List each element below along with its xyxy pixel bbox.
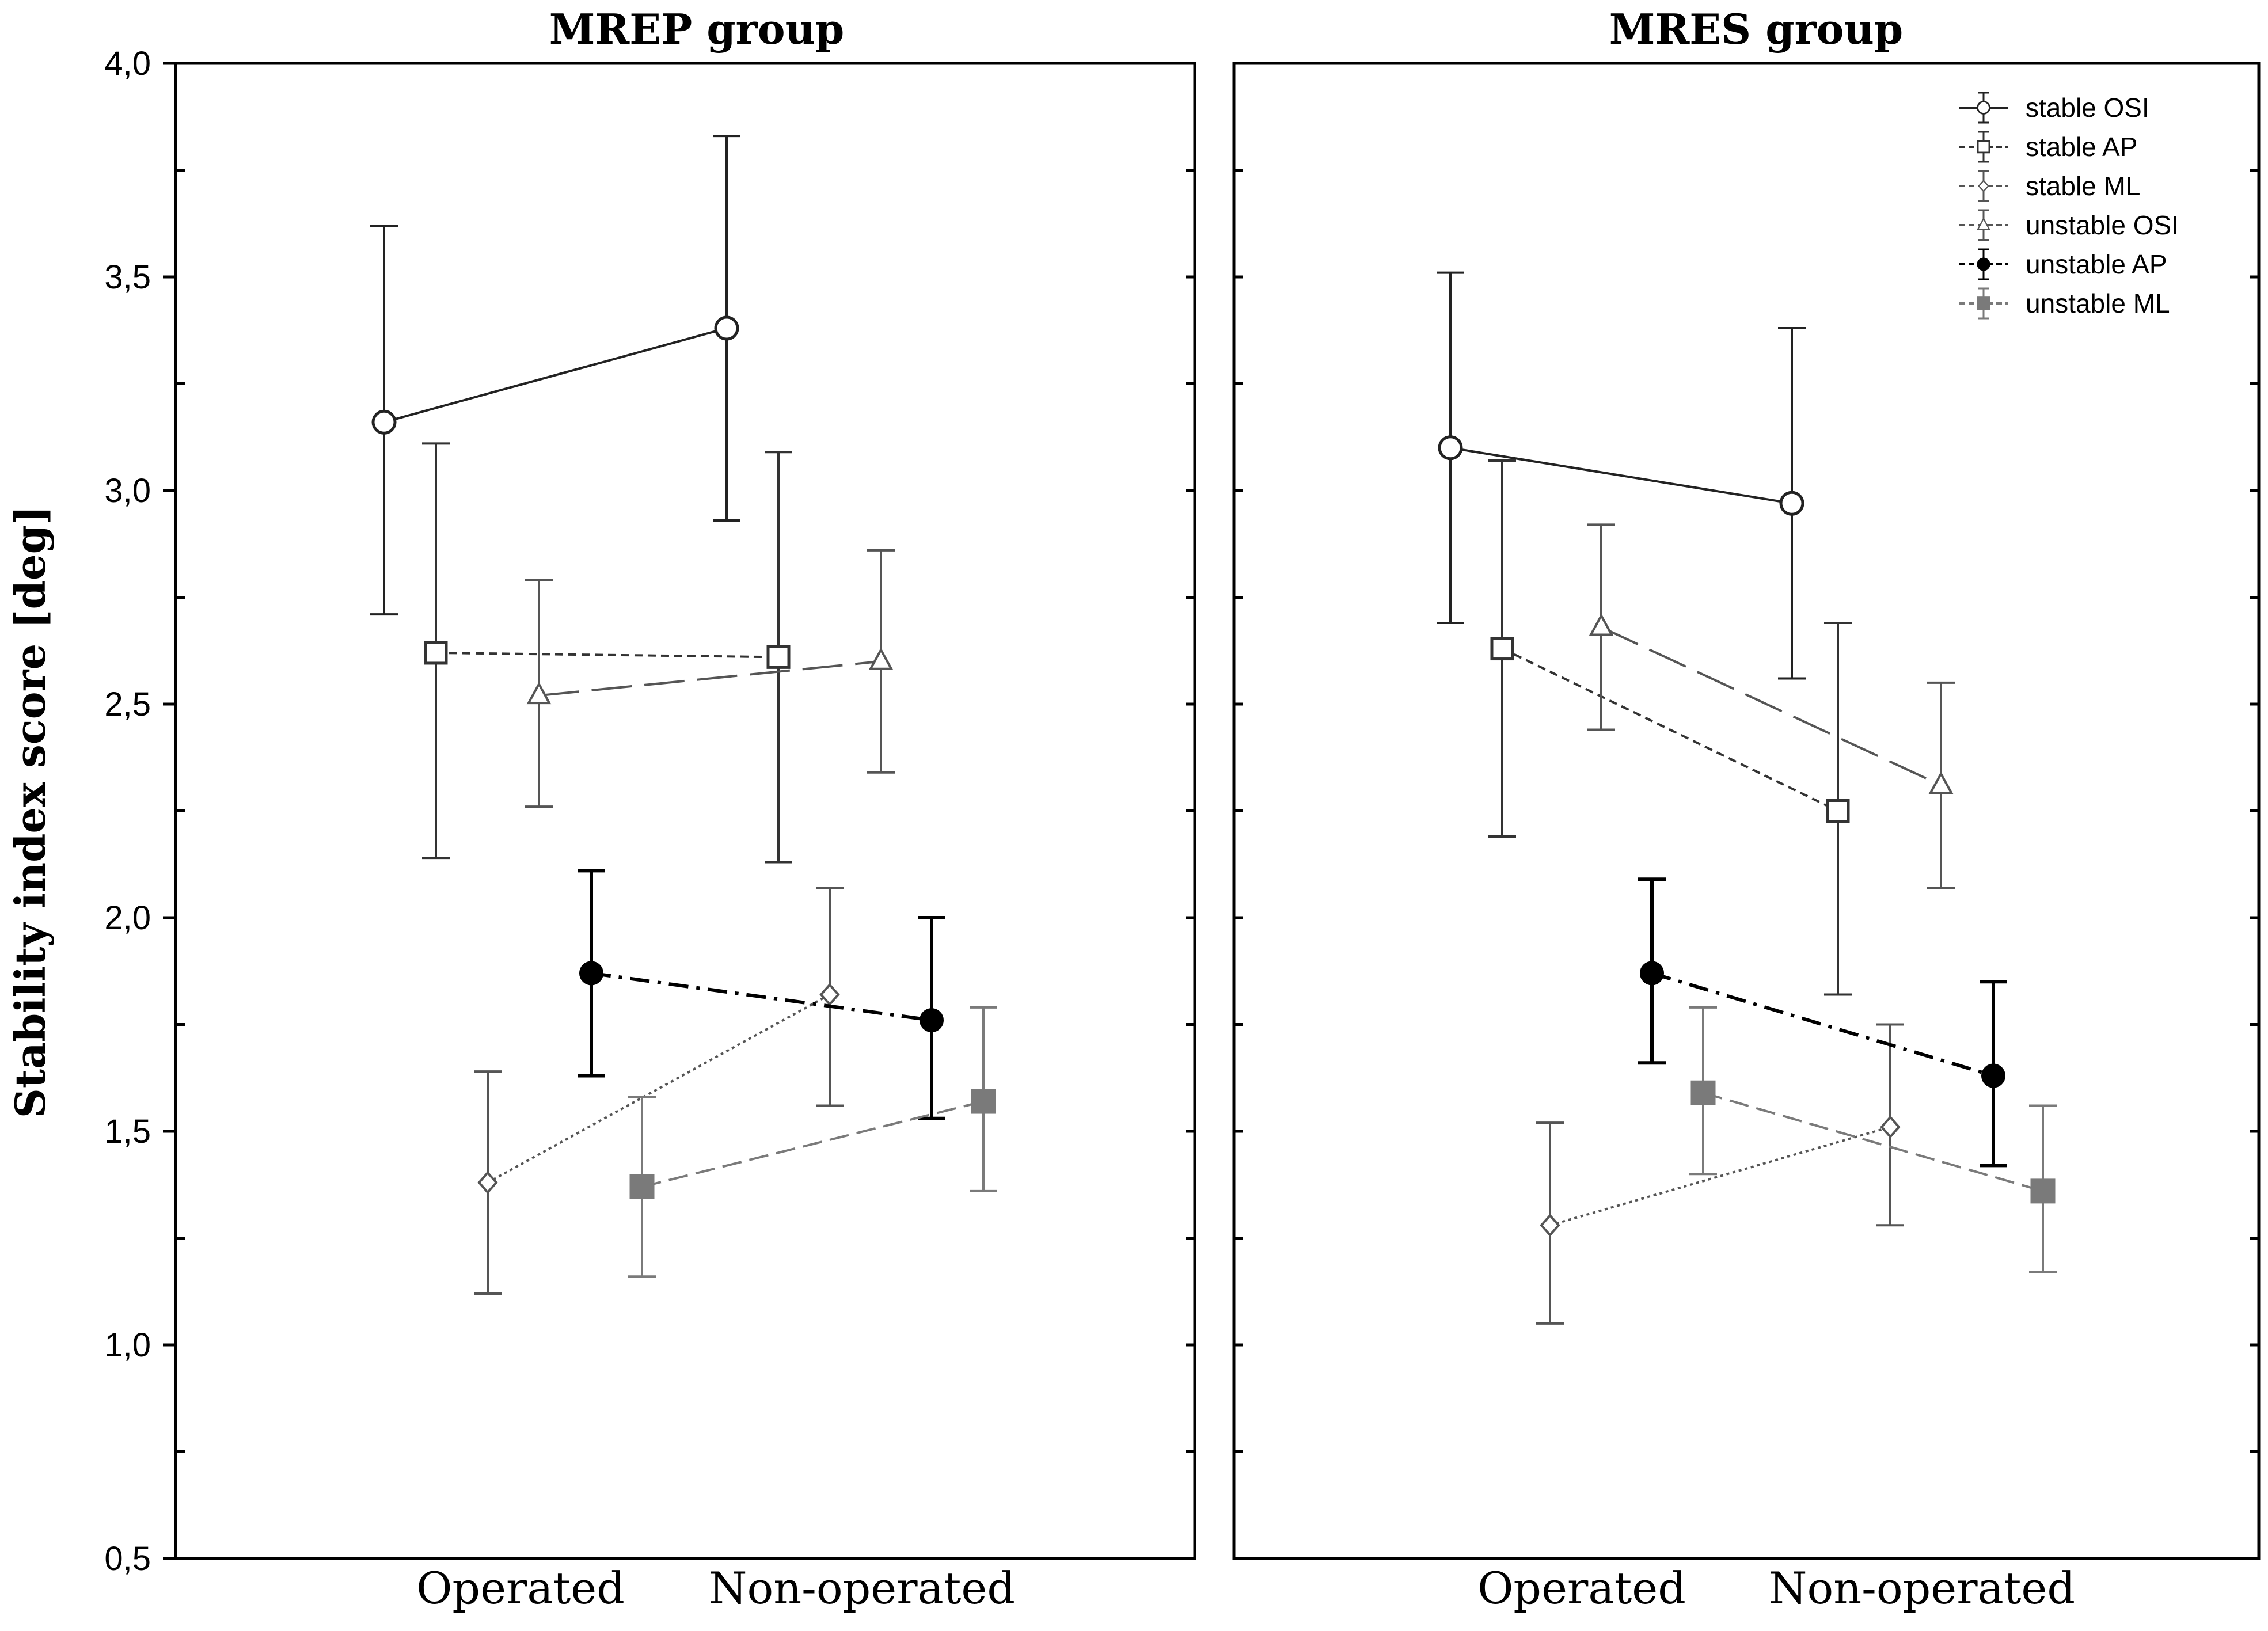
legend-unstable-osi: unstable OSI [1959,209,2179,241]
legend-stable-ml: stable ML [1959,170,2140,202]
left-stable-ap-point-operated [424,641,448,665]
legend-unstable-ml-marker-group [1977,296,1990,310]
right-unstable-ap-series [1638,877,2007,1168]
legend-stable-ap: stable AP [1959,131,2137,163]
right-stable-ml-line [1549,1126,1891,1227]
right-unstable-osi-point-operated [1589,613,1614,636]
left-stable-ml-line [487,993,830,1184]
right-unstable-osi-series [1587,523,1955,889]
legend-unstable-ap-label: unstable AP [2026,249,2167,279]
right-unstable-ap-point-operated [1640,961,1664,986]
y-tick-label: 0,5 [104,1540,151,1577]
y-tick-label: 3,5 [104,258,151,296]
legend-unstable-ml: unstable ML [1959,287,2170,320]
panel-title-left: MREP group [549,5,845,54]
right-stable-osi-line [1450,446,1792,505]
right-stable-osi-series [1437,271,1806,680]
panel-title-right: MRES group [1609,5,1903,54]
plot-frame-left [174,62,1196,1560]
left-stable-ap-series [422,442,792,864]
plot-frame-right [1232,62,2261,1560]
legend-stable-osi-marker-group [1977,101,1990,115]
legend-stable-ml-marker [1978,179,1989,193]
right-stable-ml-point-operated [1540,1214,1560,1237]
left-unstable-ap-point-non-operated [920,1008,944,1033]
right-stable-osi-point-non-operated [1779,491,1804,516]
legend-stable-osi: stable OSI [1959,92,2149,124]
x-tick-label-right-non-operated: Non-operated [1769,1562,2075,1614]
legend-unstable-osi-label: unstable OSI [2026,210,2179,240]
legend-stable-ml-marker-group [1978,179,1989,193]
left-unstable-ap-line [591,971,932,1022]
y-tick-label: 1,5 [104,1113,151,1150]
legend-stable-osi-marker [1977,101,1990,115]
right-stable-ml-point-non-operated [1880,1115,1901,1139]
legend-stable-ap-marker [1977,140,1990,154]
left-unstable-ml-point-non-operated [971,1089,996,1114]
right-unstable-ml-point-non-operated [2030,1178,2056,1204]
left-stable-osi-point-operated [371,409,397,435]
left-stable-osi-point-non-operated [714,315,739,341]
legend-unstable-ml-marker [1977,296,1990,310]
right-stable-ap-point-non-operated [1826,799,1850,823]
x-tick-label-right-operated: Operated [1477,1562,1686,1614]
left-stable-ml-point-non-operated [819,983,840,1006]
right-stable-osi-point-operated [1438,435,1463,461]
y-tick-label: 1,0 [104,1326,151,1364]
left-stable-ap-line [435,651,779,659]
x-tick-label-left-operated: Operated [416,1562,625,1614]
legend-stable-ap-marker-group [1977,140,1990,154]
left-unstable-ap-series [578,869,945,1120]
left-unstable-osi-line [538,660,882,697]
y-axis-label: Stability index score [deg] [6,505,55,1118]
left-stable-ap-point-non-operated [766,645,791,669]
legend: stable OSI stable AP stable ML unstable OSI… [1959,92,2179,320]
panel-right: MRES group Operated Non-operated [1232,5,2261,1614]
right-stable-ml-series [1536,1023,1904,1325]
left-stable-osi-line [383,327,727,424]
right-unstable-osi-point-non-operated [1928,771,1954,794]
y-ticks-right [1234,62,2259,1560]
left-unstable-ap-point-operated [579,961,603,986]
right-stable-ap-series [1488,459,1852,996]
x-tick-label-left-non-operated: Non-operated [709,1562,1015,1614]
left-stable-ml-point-operated [477,1171,498,1195]
right-stable-ap-line [1502,647,1838,812]
legend-unstable-osi-marker-group [1977,217,1990,230]
y-ticks-left: 0,5 1,0 1,5 2,0 2,5 3,0 3,5 4,0 [104,45,1195,1577]
y-tick-label: 2,5 [104,686,151,723]
legend-unstable-ap: unstable AP [1959,248,2167,280]
plot-area-left [370,135,997,1295]
left-unstable-ml-series [628,1006,997,1278]
plot-area-right [1437,271,2057,1325]
y-tick-label: 3,0 [104,472,151,510]
left-stable-osi-series [370,135,740,616]
legend-unstable-ml-label: unstable ML [2026,288,2170,318]
right-unstable-ap-point-non-operated [1981,1063,2005,1088]
right-unstable-ml-line [1703,1092,2043,1192]
legend-unstable-ap-marker-group [1977,257,1990,271]
legend-unstable-osi-marker [1977,217,1990,230]
right-unstable-ml-series [1689,1006,2057,1273]
right-stable-ap-point-operated [1490,637,1514,661]
legend-stable-osi-label: stable OSI [2026,93,2149,123]
right-unstable-osi-line [1601,626,1942,786]
legend-stable-ml-label: stable ML [2026,171,2140,201]
panel-left: MREP group 0,5 1,0 1,5 2,0 2,5 3,0 3,5 4,0 Oper… [104,5,1196,1614]
left-unstable-ml-line [641,1100,984,1188]
y-tick-label: 4,0 [104,45,151,82]
left-stable-ml-series [474,887,844,1295]
legend-stable-ap-label: stable AP [2026,132,2137,162]
left-unstable-osi-point-operated [526,681,552,705]
left-unstable-osi-series [525,549,895,808]
left-unstable-osi-point-non-operated [868,647,894,670]
left-unstable-ml-point-operated [629,1174,655,1199]
right-unstable-ml-point-operated [1690,1080,1716,1105]
y-tick-label: 2,0 [104,899,151,937]
legend-unstable-ap-marker [1977,257,1990,271]
